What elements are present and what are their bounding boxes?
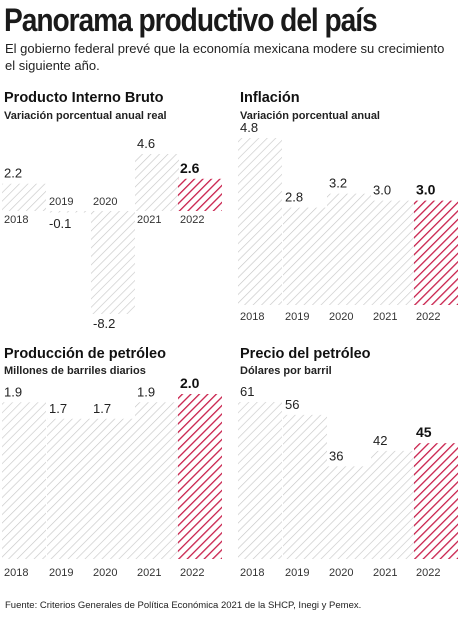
bar-2021 [135, 154, 179, 211]
value-label-2019: 2.8 [285, 190, 303, 205]
chart-title: Producto Interno Bruto [4, 90, 164, 106]
value-label-2022: 2.6 [180, 160, 200, 176]
category-label-2018: 2018 [4, 567, 28, 579]
source-note: Fuente: Criterios Generales de Política … [5, 600, 362, 611]
bars-group: 61 2018 56 2019 36 2020 42 2021 45 2022 [238, 384, 458, 579]
category-label-2018: 2018 [240, 567, 264, 579]
chart-subtitle: Variación porcentual anual [240, 110, 380, 122]
value-label-2022: 2.0 [180, 375, 200, 391]
value-label-2020: 3.2 [329, 176, 347, 191]
value-label-2021: 1.9 [137, 384, 155, 399]
value-label-2020: -8.2 [93, 316, 115, 331]
category-label-2019: 2019 [49, 567, 73, 579]
category-label-2020: 2020 [93, 196, 117, 208]
category-label-2022: 2022 [180, 567, 204, 579]
category-label-2018: 2018 [240, 311, 264, 323]
chart-title: Producción de petróleo [4, 346, 166, 362]
category-label-2019: 2019 [49, 196, 73, 208]
chart-subtitle: Dólares por barril [240, 365, 332, 377]
chart-inflacion: Inflación Variación porcentual anual 4.8… [238, 90, 458, 323]
category-label-2021: 2021 [373, 311, 397, 323]
bar-2018 [2, 183, 46, 211]
value-label-2018: 61 [240, 384, 254, 399]
bars-group: 4.8 2018 2.8 2019 3.2 2020 3.0 2021 3.0 2022 [238, 120, 458, 323]
bar-2019 [283, 207, 327, 305]
bar-2020 [91, 211, 135, 314]
bar-2020 [327, 466, 371, 559]
chart-produccion-petroleo: Producción de petróleo Millones de barri… [2, 346, 222, 579]
category-label-2020: 2020 [93, 567, 117, 579]
category-label-2020: 2020 [329, 311, 353, 323]
category-label-2022: 2022 [416, 567, 440, 579]
value-label-2019: 1.7 [49, 401, 67, 416]
value-label-2018: 1.9 [4, 384, 22, 399]
category-label-2019: 2019 [285, 567, 309, 579]
value-label-2020: 1.7 [93, 401, 111, 416]
bar-2022 [178, 178, 222, 211]
category-label-2021: 2021 [137, 567, 161, 579]
value-label-2018: 2.2 [4, 166, 22, 181]
category-label-2018: 2018 [4, 214, 28, 226]
category-label-2021: 2021 [373, 567, 397, 579]
chart-pib: Producto Interno Bruto Variación porcent… [2, 90, 222, 331]
value-label-2021: 4.6 [137, 136, 155, 151]
value-label-2019: 56 [285, 397, 299, 412]
bar-2019 [47, 418, 91, 559]
chart-subtitle: Millones de barriles diarios [4, 365, 146, 377]
page-subtitle: El gobierno federal prevé que la economí… [5, 41, 445, 73]
chart-precio-petroleo: Precio del petróleo Dólares por barril 6… [238, 346, 458, 579]
value-label-2022: 45 [416, 424, 432, 440]
bar-2018 [238, 402, 282, 559]
bar-2019 [283, 414, 327, 559]
bar-2019 [47, 211, 91, 213]
bar-2021 [371, 450, 415, 559]
value-label-2018: 4.8 [240, 120, 258, 135]
bar-2021 [371, 200, 415, 305]
value-label-2021: 3.0 [373, 183, 391, 198]
category-label-2022: 2022 [180, 214, 204, 226]
chart-title: Inflación [240, 90, 300, 106]
value-label-2021: 42 [373, 433, 387, 448]
category-label-2022: 2022 [416, 311, 440, 323]
bar-2021 [135, 402, 179, 559]
category-label-2020: 2020 [329, 567, 353, 579]
bar-2022 [414, 443, 458, 559]
bar-2022 [178, 394, 222, 559]
category-label-2021: 2021 [137, 214, 161, 226]
value-label-2019: -0.1 [49, 216, 71, 231]
value-label-2022: 3.0 [416, 182, 436, 198]
category-label-2019: 2019 [285, 311, 309, 323]
bar-2022 [414, 200, 458, 305]
bars-group: 2.2 2018 -0.1 2019 -8.2 2020 4.6 2021 2.6 2022 [2, 136, 222, 331]
value-label-2020: 36 [329, 448, 343, 463]
chart-subtitle: Variación porcentual anual real [4, 110, 167, 122]
page-title: Panorama productivo del país [4, 2, 378, 38]
chart-title: Precio del petróleo [240, 346, 371, 362]
bar-2020 [327, 193, 371, 305]
bar-2018 [238, 138, 282, 305]
bars-group: 1.9 2018 1.7 2019 1.7 2020 1.9 2021 2.0 2022 [2, 375, 222, 579]
bar-2020 [91, 418, 135, 559]
bar-2018 [2, 402, 46, 559]
